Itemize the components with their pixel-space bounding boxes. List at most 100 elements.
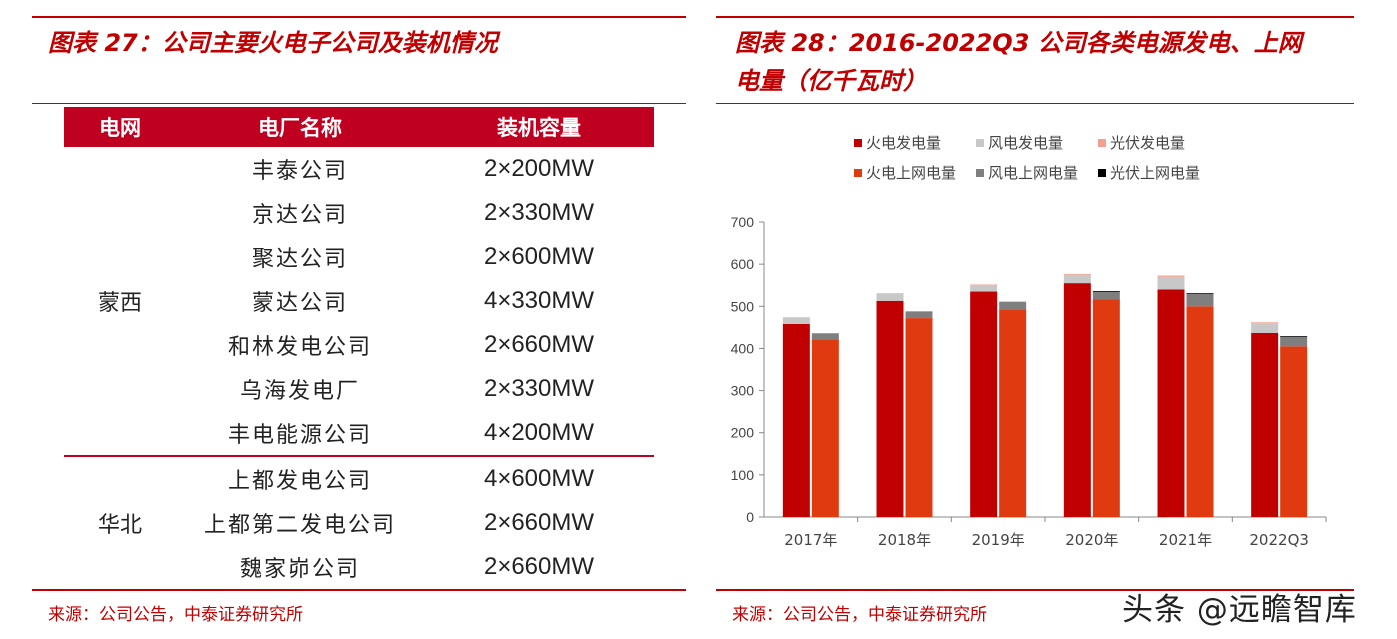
legend-label: 火电发电量 bbox=[866, 134, 941, 152]
capacity-cell: 2×660MW bbox=[483, 331, 595, 358]
plant-name-cell: 和林发电公司 bbox=[227, 335, 372, 360]
y-tick-label: 300 bbox=[731, 383, 755, 399]
chart-bars bbox=[782, 273, 1308, 517]
legend-swatch bbox=[854, 139, 862, 147]
right-top-rule bbox=[716, 16, 1354, 18]
legend-swatch bbox=[854, 169, 862, 177]
plant-name-cell: 丰泰公司 bbox=[251, 159, 348, 184]
plant-name-cell: 蒙达公司 bbox=[251, 291, 348, 316]
right-figure-title-line1: 图表 28：2016-2022Q3 公司各类电源发电、上网 bbox=[735, 29, 1302, 57]
table-row: 丰电能源公司 4×200MW bbox=[64, 411, 654, 456]
capacity-cell: 2×330MW bbox=[483, 199, 595, 226]
bar-风电发电量 bbox=[1251, 323, 1279, 333]
capacity-cell: 4×600MW bbox=[424, 455, 654, 501]
y-tick-label: 700 bbox=[731, 214, 755, 230]
table-header-row: 电网 电厂名称 装机容量 bbox=[64, 107, 654, 147]
bar-风电发电量 bbox=[876, 293, 904, 301]
table-row: 华北 上都发电公司 4×600MW bbox=[64, 455, 654, 589]
legend-label: 光伏发电量 bbox=[1110, 134, 1185, 152]
bar-火电发电量 bbox=[1157, 289, 1185, 517]
bar-风电发电量 bbox=[1157, 276, 1185, 290]
x-tick-label: 2020年 bbox=[1065, 531, 1118, 549]
right-figure-title-line2: 电量（亿千瓦时） bbox=[735, 67, 927, 95]
x-tick-label: 2019年 bbox=[972, 531, 1025, 549]
bar-火电发电量 bbox=[1063, 283, 1091, 517]
legend-swatch bbox=[976, 139, 984, 147]
legend-label: 风电上网电量 bbox=[988, 164, 1078, 182]
table-row: 乌海发电厂 2×330MW bbox=[64, 367, 654, 411]
capacity-cell: 4×330MW bbox=[483, 287, 595, 314]
capacity-cell: 2×600MW bbox=[483, 243, 595, 270]
x-tick-label: 2021年 bbox=[1159, 531, 1212, 549]
plant-name-cell: 上都第二发电公司 bbox=[203, 513, 396, 538]
watermark: 头条 @远瞻智库 bbox=[1122, 592, 1357, 628]
bar-火电发电量 bbox=[876, 300, 904, 517]
bar-风电发电量 bbox=[970, 284, 998, 292]
right-source: 来源：公司公告，中泰证券研究所 bbox=[732, 605, 987, 625]
header-grid: 电网 bbox=[64, 107, 176, 147]
left-source: 来源：公司公告，中泰证券研究所 bbox=[48, 605, 303, 625]
bar-光伏上网电量 bbox=[1186, 293, 1214, 295]
y-tick-label: 100 bbox=[731, 467, 755, 483]
left-figure-title: 图表 27：公司主要火电子公司及装机情况 bbox=[48, 29, 498, 57]
table-row: 魏家峁公司 2×660MW bbox=[64, 545, 654, 589]
bar-火电上网电量 bbox=[1280, 346, 1308, 517]
bar-风电上网电量 bbox=[811, 333, 839, 340]
chart-x-labels: 2017年 2018年 2019年 2020年 2021年 2022Q3 bbox=[784, 531, 1309, 549]
bar-火电发电量 bbox=[970, 291, 998, 517]
x-tick-label: 2017年 bbox=[784, 531, 837, 549]
bar-风电上网电量 bbox=[1092, 291, 1120, 300]
bar-火电上网电量 bbox=[1092, 299, 1120, 517]
capacity-cell: 4×200MW bbox=[483, 419, 595, 446]
y-tick-label: 600 bbox=[731, 256, 755, 272]
legend-swatch bbox=[976, 169, 984, 177]
bar-火电发电量 bbox=[1251, 332, 1279, 517]
table-row: 京达公司 2×330MW bbox=[64, 191, 654, 235]
capacity-cell: 2×330MW bbox=[483, 375, 595, 402]
plants-table: 电网 电厂名称 装机容量 蒙西 丰泰公司 2×200MW 京达公司 2×330MW 聚达公… bbox=[64, 107, 654, 589]
x-tick-label: 2022Q3 bbox=[1249, 531, 1309, 549]
legend-label: 火电上网电量 bbox=[866, 164, 956, 182]
capacity-cell: 2×200MW bbox=[483, 155, 595, 182]
plant-name-cell: 京达公司 bbox=[251, 203, 348, 228]
capacity-cell: 2×660MW bbox=[483, 553, 595, 580]
capacity-cell: 2×660MW bbox=[483, 509, 595, 536]
table-row: 和林发电公司 2×660MW bbox=[64, 323, 654, 367]
bar-风电上网电量 bbox=[905, 311, 933, 319]
bar-火电发电量 bbox=[782, 323, 810, 517]
legend-swatch bbox=[1098, 139, 1106, 147]
bar-风电发电量 bbox=[1063, 274, 1091, 284]
table-row: 蒙西 丰泰公司 2×200MW bbox=[64, 147, 654, 316]
plant-name-cell: 乌海发电厂 bbox=[239, 379, 360, 404]
y-tick-label: 400 bbox=[731, 340, 755, 356]
left-bottom-rule bbox=[32, 589, 686, 591]
plant-name-cell: 聚达公司 bbox=[251, 247, 348, 272]
right-title-rule bbox=[716, 103, 1354, 104]
bar-火电上网电量 bbox=[811, 340, 839, 517]
plant-name-cell: 丰电能源公司 bbox=[227, 423, 372, 448]
bar-光伏发电量 bbox=[1157, 275, 1185, 277]
table-row: 聚达公司 2×600MW bbox=[64, 235, 654, 279]
bar-火电上网电量 bbox=[905, 318, 933, 517]
bar-火电上网电量 bbox=[1186, 306, 1214, 517]
bar-光伏上网电量 bbox=[1280, 336, 1308, 338]
bar-光伏发电量 bbox=[1251, 322, 1279, 324]
y-tick-label: 0 bbox=[746, 509, 754, 525]
table-row: 蒙达公司 4×330MW bbox=[64, 279, 654, 323]
bar-光伏上网电量 bbox=[1092, 291, 1120, 292]
chart-axes: 0 100 200 300 400 500 600 700 bbox=[731, 214, 1327, 525]
legend-label: 光伏上网电量 bbox=[1110, 164, 1200, 182]
plant-name-cell: 魏家峁公司 bbox=[239, 557, 360, 582]
left-title-rule bbox=[32, 103, 686, 104]
bar-光伏发电量 bbox=[1063, 273, 1091, 275]
header-plant-name: 电厂名称 bbox=[176, 107, 424, 147]
bar-风电上网电量 bbox=[1280, 337, 1308, 347]
right-bottom-rule bbox=[716, 589, 1354, 591]
x-tick-label: 2018年 bbox=[878, 531, 931, 549]
table-row: 上都第二发电公司 2×660MW bbox=[64, 501, 654, 545]
plants-table-body: 蒙西 丰泰公司 2×200MW 京达公司 2×330MW 聚达公司 2×600MW 蒙达公司 4… bbox=[64, 147, 654, 589]
y-tick-label: 500 bbox=[731, 298, 755, 314]
grid-region-cell: 华北 bbox=[64, 455, 176, 589]
